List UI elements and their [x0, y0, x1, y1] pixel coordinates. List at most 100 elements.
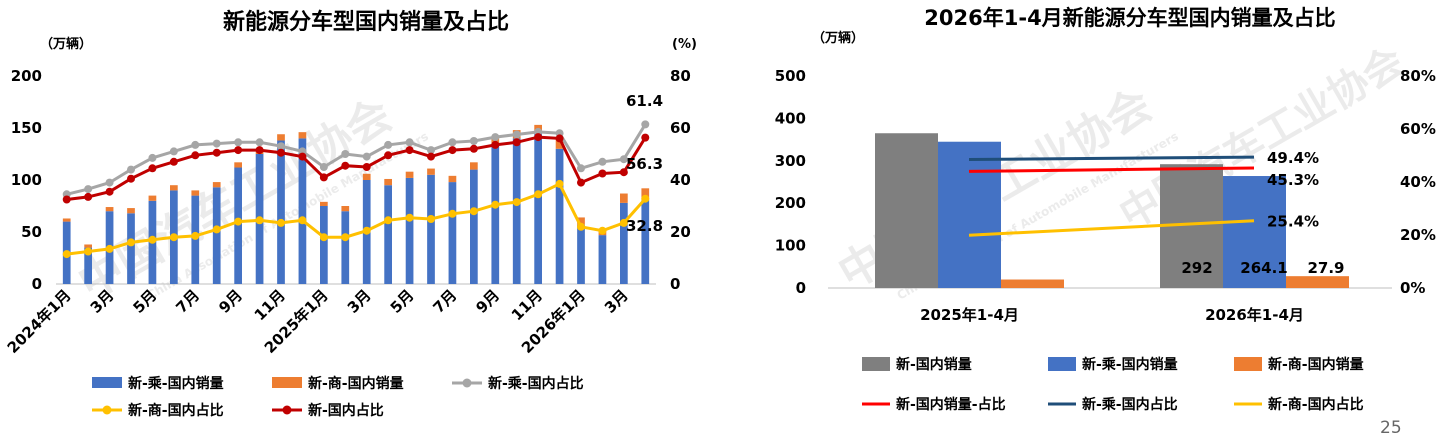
y2-tick-label: 60 — [670, 119, 691, 137]
bar-pass-sales — [1223, 176, 1286, 288]
point-pass-share — [448, 138, 457, 147]
chart-left-label-share-comm: 32.8 — [626, 217, 663, 235]
y2-tick-label: 80% — [1400, 67, 1436, 85]
point-comm-share — [362, 226, 371, 235]
point-comm-share — [555, 179, 564, 188]
point-comm-share — [127, 238, 135, 247]
line-pass-share — [968, 155, 1255, 161]
point-total-share — [105, 187, 114, 196]
x-category-label: 2025年1-4月 — [920, 306, 1019, 324]
x-tick-label: 9月 — [215, 286, 246, 317]
bar-comm-sales — [298, 132, 307, 139]
legend-label: 新-国内占比 — [308, 402, 384, 419]
chart-right-left-unit: （万辆） — [812, 30, 864, 46]
point-comm-share — [534, 190, 543, 199]
point-pass-share — [84, 185, 93, 194]
point-total-share — [169, 157, 178, 166]
point-total-share — [619, 168, 628, 177]
point-total-share — [127, 174, 135, 183]
legend-swatch — [862, 357, 890, 371]
legend-marker — [462, 378, 472, 388]
point-total-share — [469, 144, 478, 153]
point-total-share — [384, 151, 393, 160]
bar-pass-sales — [298, 138, 307, 284]
line-comm-share — [66, 181, 647, 256]
bar-value-label: 292 — [1181, 259, 1212, 277]
point-comm-share — [512, 198, 521, 207]
point-comm-share — [405, 213, 414, 222]
x-tick-label: 7月 — [172, 286, 203, 317]
point-total-share — [277, 148, 285, 157]
point-comm-share — [341, 233, 350, 242]
x-tick-label: 11月 — [508, 286, 546, 324]
bar-pass-sales — [620, 202, 628, 284]
bar-pass-sales — [384, 185, 392, 284]
y2-tick-label: 40 — [670, 171, 691, 189]
point-comm-share — [448, 209, 457, 218]
chart-left-lines — [62, 120, 650, 259]
x-tick-label: 2024年1月 — [4, 286, 75, 357]
point-total-share — [512, 138, 521, 147]
point-pass-share — [341, 150, 350, 158]
y-tick-label: 0 — [32, 275, 42, 293]
point-total-share — [362, 163, 371, 171]
point-pass-share — [641, 120, 650, 129]
legend-label: 新-国内销量-占比 — [896, 396, 1006, 413]
legend-marker — [282, 405, 292, 415]
point-total-share — [448, 146, 457, 155]
point-pass-share — [598, 157, 607, 166]
y-tick-label: 0 — [796, 279, 806, 297]
point-comm-share — [62, 250, 71, 259]
bar-pass-sales — [277, 140, 285, 284]
point-total-share — [405, 146, 414, 155]
bar-comm-sales — [320, 201, 328, 206]
bar-comm-sales — [191, 190, 200, 196]
line-total-share — [968, 166, 1255, 173]
y-tick-label: 400 — [775, 109, 806, 127]
point-pass-share — [191, 140, 200, 149]
legend-label: 新-商-国内占比 — [1268, 396, 1364, 413]
point-total-share — [534, 133, 543, 142]
bar-comm-sales — [105, 207, 114, 212]
chart-left-y2-ticks: 80 60 40 20 0 — [670, 67, 691, 293]
chart-right: 2026年1-4月新能源分车型国内销量及占比 （万辆） 500 400 300 200… — [775, 6, 1436, 413]
bar-value-label: 27.9 — [1307, 259, 1344, 277]
legend-label: 新-乘-国内销量 — [128, 375, 224, 392]
y-tick-label: 150 — [11, 119, 42, 137]
point-total-share — [555, 134, 564, 143]
y-tick-label: 50 — [21, 223, 42, 241]
y2-tick-label: 0 — [670, 275, 680, 293]
point-total-share — [255, 146, 264, 155]
y2-tick-label: 0% — [1400, 279, 1425, 297]
bar-comm-sales — [620, 193, 628, 203]
legend-swatch — [92, 377, 122, 388]
bar-comm-sales — [148, 195, 157, 201]
point-total-share — [491, 140, 500, 149]
legend-label: 新-乘-国内占比 — [488, 375, 584, 392]
bar-pass-sales — [598, 235, 607, 284]
chart-right-data-labels: 292 264.1 27.9 45.3% 49.4% 25.4% — [1181, 149, 1344, 277]
bar-pass-sales — [491, 143, 500, 284]
chart-right-y-ticks: 500 400 300 200 100 0 — [775, 67, 806, 297]
bar-comm-sales — [448, 175, 457, 183]
legend-marker — [102, 405, 112, 415]
bar-comm-sales — [127, 208, 135, 214]
bar-comm-sales — [362, 173, 371, 180]
point-comm-share — [384, 216, 393, 225]
line-total-share — [66, 135, 647, 201]
y-tick-label: 200 — [11, 67, 42, 85]
chart-right-y2-ticks: 80% 60% 40% 20% 0% — [1400, 67, 1436, 297]
x-tick-label: 3月 — [344, 286, 375, 317]
point-comm-share — [427, 215, 435, 223]
point-total-share — [62, 195, 71, 204]
legend-label: 新-商-国内占比 — [128, 402, 224, 419]
chart-left-label-share-total: 56.3 — [626, 155, 663, 173]
chart-left-right-unit: (%) — [672, 37, 697, 52]
bar-pass-sales — [577, 224, 585, 284]
point-total-share — [298, 152, 307, 161]
bar-comm-sales — [341, 206, 350, 212]
line-value-label: 45.3% — [1267, 171, 1319, 189]
point-comm-share — [619, 218, 628, 227]
bar-comm-sales — [277, 134, 285, 141]
